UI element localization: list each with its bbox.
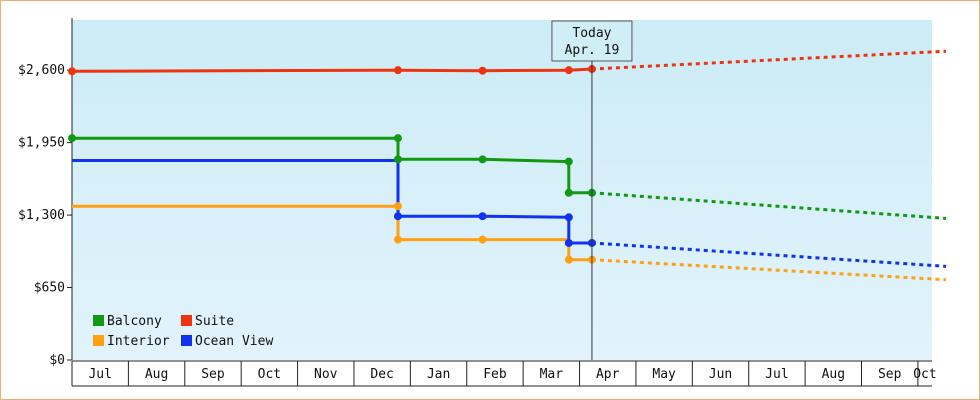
series-point-suite <box>564 66 573 75</box>
x-tick-label: Oct <box>913 367 936 382</box>
series-point-suite <box>478 66 487 75</box>
x-tick-label: Apr <box>596 367 620 382</box>
series-point-balcony <box>564 157 573 166</box>
x-tick-label: Nov <box>314 367 338 382</box>
legend-swatch-ocean-view <box>181 335 192 346</box>
today-label-box <box>551 20 633 62</box>
legend-label-ocean-view: Ocean View <box>195 334 273 349</box>
x-tick-label: Sep <box>878 367 902 382</box>
y-tick-label: $2,600 <box>18 63 65 78</box>
series-point-interior <box>564 255 573 264</box>
x-tick-label: Jul <box>88 367 111 382</box>
today-date: Apr. 19 <box>565 43 620 58</box>
series-point-balcony <box>393 134 402 143</box>
series-forecast-interior <box>591 258 947 282</box>
x-tick-label: Oct <box>258 367 281 382</box>
x-tick-label: May <box>652 367 676 382</box>
x-tick-label: Jun <box>709 367 732 382</box>
y-tick-label: $1,950 <box>18 136 65 151</box>
series-point-balcony <box>478 155 487 164</box>
x-tick-label: Mar <box>540 367 564 382</box>
legend-label-balcony: Balcony <box>107 314 162 329</box>
series-point-suite <box>68 67 76 76</box>
series-point-suite <box>393 66 402 75</box>
legend-label-interior: Interior <box>107 334 170 349</box>
series-point-interior <box>478 235 487 244</box>
x-tick-label: Dec <box>370 367 393 382</box>
x-tick-label: Jan <box>427 367 450 382</box>
series-point-ocean-view <box>393 212 402 221</box>
x-tick-label: Aug <box>145 367 168 382</box>
series-forecast-balcony <box>591 191 947 220</box>
series-point-ocean-view <box>564 238 573 247</box>
plot-background <box>72 20 932 360</box>
legend-swatch-interior <box>93 335 104 346</box>
series-point-ocean-view <box>564 213 573 222</box>
legend-label-suite: Suite <box>195 314 234 329</box>
x-tick-label: Sep <box>201 367 225 382</box>
series-point-balcony <box>68 134 76 143</box>
series-point-balcony <box>393 155 402 164</box>
legend-swatch-balcony <box>93 315 104 326</box>
today-label: Today <box>572 26 611 41</box>
series-point-ocean-view <box>478 212 487 221</box>
y-tick-label: $0 <box>49 353 65 368</box>
series-point-balcony <box>564 188 573 197</box>
x-tick-label: Feb <box>483 367 507 382</box>
series-forecast-ocean-view <box>591 241 947 268</box>
y-tick-label: $1,300 <box>18 208 65 223</box>
y-tick-label: $650 <box>34 281 65 296</box>
x-tick-label: Aug <box>822 367 845 382</box>
x-tick-label: Jul <box>765 367 788 382</box>
series-forecast-suite <box>591 49 947 71</box>
series-point-interior <box>393 202 402 211</box>
series-point-interior <box>393 235 402 244</box>
legend-swatch-suite <box>181 315 192 326</box>
